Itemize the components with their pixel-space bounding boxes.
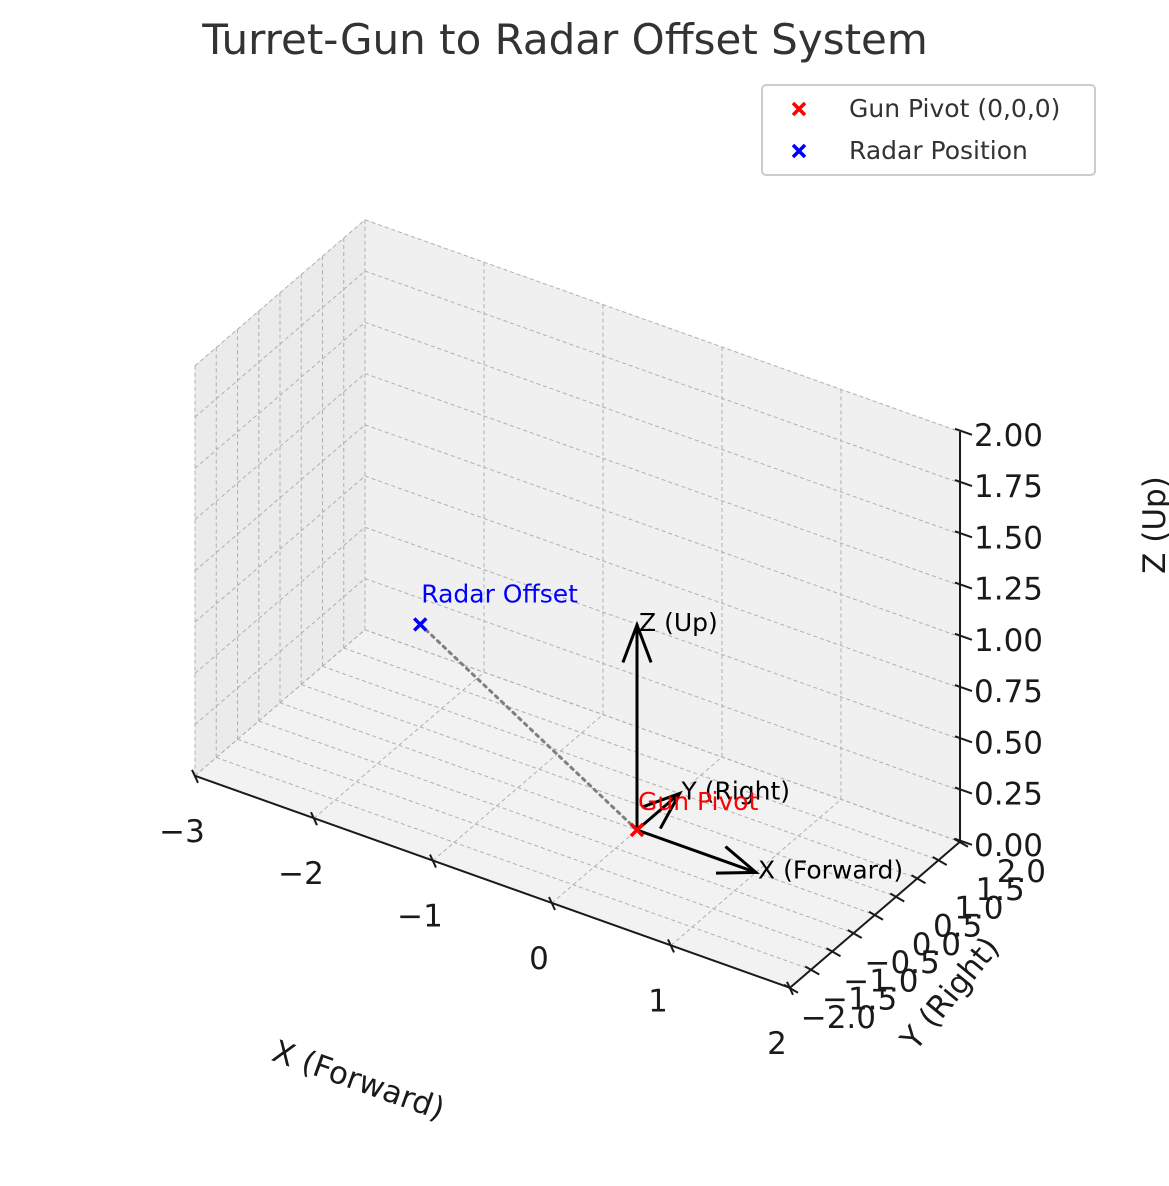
annotation-radar-offset: Radar Offset: [421, 579, 578, 608]
z-tick-label: 0.75: [974, 674, 1043, 710]
gridline-z: [194, 629, 366, 777]
arrow-x-shaft: [636, 828, 757, 874]
y-tick-mark: [783, 983, 799, 994]
z-tick-label: 2.00: [974, 418, 1043, 454]
y-tick-label: −0.5: [864, 945, 939, 981]
x-tick-mark: [310, 811, 318, 826]
arrow-z-head: [621, 620, 653, 663]
z-tick-label: 0.50: [974, 725, 1043, 761]
x-tick-label: −3: [159, 814, 205, 850]
gridline-z: [364, 578, 961, 792]
gridline-z: [364, 373, 961, 587]
gridline-z: [364, 475, 961, 689]
y-tick-mark: [847, 929, 863, 939]
arrow-y-label: Y (Right): [681, 777, 791, 806]
z-tick-mark: [954, 837, 973, 846]
y-tick-label: 1.0: [954, 890, 1003, 926]
x-tick-mark: [548, 896, 556, 911]
arrow-x-label: X (Forward): [758, 855, 903, 884]
y-tick-label: 2.0: [997, 854, 1046, 890]
gridline-y: [258, 720, 854, 934]
legend-marker-stroke: [791, 143, 807, 159]
z-tick-label: 1.00: [974, 623, 1043, 659]
y-tick-mark: [932, 856, 948, 866]
y-tick-label: −1.0: [843, 963, 918, 999]
z-tick-mark: [954, 786, 973, 795]
arrow-y-shaft: [636, 792, 681, 832]
chart-title: Turret-Gun to Radar Offset System: [201, 15, 928, 64]
offset-line: [418, 622, 639, 832]
gridline-y: [343, 647, 939, 861]
x-tick-mark: [429, 854, 437, 869]
y-tick-mark: [826, 947, 841, 958]
gridline-z: [194, 424, 366, 572]
gridline-z: [364, 270, 961, 484]
y-tick-mark: [868, 910, 884, 921]
gridline-z: [364, 424, 961, 638]
gridline-z: [364, 526, 961, 740]
y-tick-label: 0.0: [912, 927, 961, 963]
gridline-z: [194, 526, 366, 674]
y-tick-mark: [804, 965, 820, 976]
z-tick-label: 1.25: [974, 572, 1043, 608]
legend-entry-label: Radar Position: [849, 136, 1028, 165]
gridline-y: [301, 684, 897, 898]
x-tick-label: −1: [397, 899, 443, 935]
legend-entry-label: Gun Pivot (0,0,0): [849, 94, 1060, 123]
arrow-x-head: [715, 845, 761, 875]
gridline-z: [194, 270, 366, 418]
z-axis-label: Z (Up): [1137, 476, 1169, 574]
x-tick-label: −2: [278, 856, 324, 892]
gridline-y: [237, 738, 833, 952]
z-tick-mark: [954, 427, 973, 436]
legend-marker: [791, 143, 807, 159]
x-axis-label: X (Forward): [268, 1033, 450, 1127]
scatter-point-gun-pivot: [629, 822, 645, 838]
gridline-y: [216, 757, 812, 971]
legend-box: [761, 84, 1096, 176]
legend-marker: [791, 101, 807, 117]
z-tick-mark: [954, 530, 973, 539]
plot-3d: −3−2−1012−2.0−1.5−1.0−0.50.00.51.01.52.0…: [159, 218, 1169, 1128]
gridline-z: [194, 219, 366, 367]
z-tick-mark: [954, 735, 973, 744]
z-tick-mark: [954, 684, 973, 692]
scatter-point-radar-position: [413, 617, 428, 632]
legend-marker-stroke: [791, 101, 807, 117]
x-tick-mark: [667, 938, 675, 953]
x-tick-label: 1: [648, 983, 668, 1019]
x-tick-label: 2: [767, 1026, 787, 1062]
y-tick-label: 1.5: [975, 872, 1024, 908]
gridline-z: [194, 578, 366, 725]
y-tick-label: −2.0: [801, 1000, 876, 1036]
y-tick-mark: [889, 892, 905, 903]
z-tick-label: 0.25: [974, 777, 1043, 813]
z-tick-mark: [954, 581, 973, 590]
z-tick-label: 1.75: [974, 469, 1043, 505]
z-tick-label: 1.50: [974, 520, 1043, 556]
annotation-gun-pivot: Gun Pivot: [638, 787, 759, 816]
gridline-z: [364, 321, 961, 535]
gridline-z: [194, 321, 366, 469]
arrow-z-label: Z (Up): [639, 608, 718, 637]
z-tick-label: 0.00: [974, 828, 1043, 864]
gridline-y: [322, 665, 918, 879]
y-tick-label: −1.5: [822, 982, 897, 1018]
gridline-y: [279, 702, 876, 916]
gridline-z: [364, 219, 961, 433]
z-tick-mark: [954, 632, 973, 641]
x-tick-mark: [191, 769, 199, 784]
z-tick-mark: [954, 479, 973, 487]
gridline-z: [194, 373, 366, 520]
y-tick-label: 0.5: [933, 909, 982, 945]
gridline-z: [194, 475, 366, 623]
scatter-point-radar-position-stroke: [413, 617, 428, 632]
scatter-point-gun-pivot-stroke: [629, 822, 645, 838]
arrow-y-head: [641, 790, 683, 830]
x-tick-label: 0: [529, 941, 549, 977]
y-tick-mark: [911, 874, 926, 885]
legend: Gun Pivot (0,0,0) Radar Position: [761, 84, 1096, 176]
x-axis-line: [194, 774, 791, 989]
